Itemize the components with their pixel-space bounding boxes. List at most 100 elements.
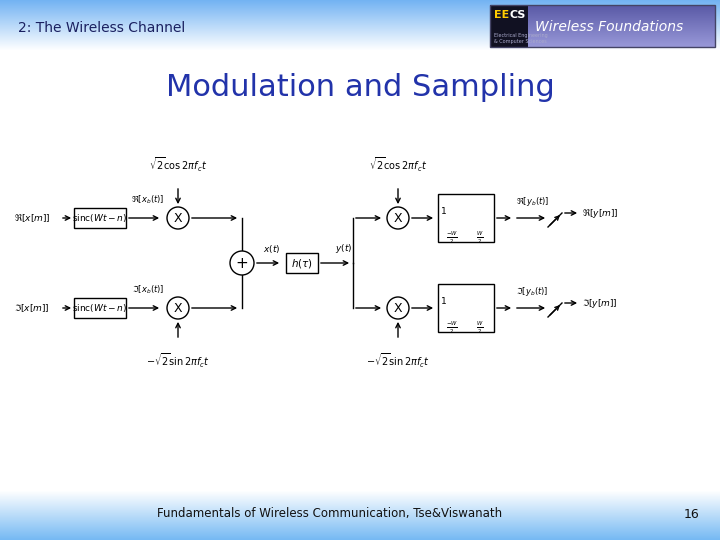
Bar [0, 2, 720, 3]
Bar [0, 20, 720, 21]
Bar [528, 8, 715, 9]
Bar [0, 17, 720, 18]
Text: sinc$(Wt-n)$: sinc$(Wt-n)$ [73, 302, 127, 314]
Bar [0, 40, 720, 41]
Bar [528, 12, 715, 13]
Text: $h(\tau)$: $h(\tau)$ [291, 256, 313, 269]
Bar [0, 539, 720, 540]
Circle shape [167, 207, 189, 229]
Bar [0, 504, 720, 505]
Bar [528, 26, 715, 27]
Bar [0, 4, 720, 5]
Bar [0, 506, 720, 507]
Bar [528, 44, 715, 45]
Bar [0, 491, 720, 492]
Bar [0, 7, 720, 8]
Bar [74, 298, 126, 318]
Bar [528, 29, 715, 30]
Bar [0, 14, 720, 15]
Text: $\frac{-W}{2}$: $\frac{-W}{2}$ [446, 230, 458, 246]
Text: $-\sqrt{2}\sin 2\pi f_c t$: $-\sqrt{2}\sin 2\pi f_c t$ [366, 352, 430, 370]
Bar [0, 26, 720, 27]
Bar [0, 514, 720, 515]
Bar [0, 16, 720, 17]
Text: EE: EE [494, 10, 509, 20]
Bar [0, 41, 720, 42]
Bar [0, 25, 720, 26]
Bar [528, 15, 715, 16]
Circle shape [167, 297, 189, 319]
Bar [0, 531, 720, 532]
Bar [286, 253, 318, 273]
Bar [0, 534, 720, 535]
Text: $\Re[x_b(t)]$: $\Re[x_b(t)]$ [131, 193, 165, 206]
Bar [0, 43, 720, 44]
Text: $\sqrt{2}\cos 2\pi f_c t$: $\sqrt{2}\cos 2\pi f_c t$ [369, 156, 427, 174]
Circle shape [387, 207, 409, 229]
Bar [528, 11, 715, 12]
Text: $\Re[y[m]]$: $\Re[y[m]]$ [582, 206, 618, 219]
Bar [0, 33, 720, 34]
Bar [0, 8, 720, 9]
Bar [0, 525, 720, 526]
Bar [528, 43, 715, 44]
Bar [0, 523, 720, 524]
Bar [0, 27, 720, 28]
Text: $\Re[x[m]]$: $\Re[x[m]]$ [14, 212, 50, 224]
Bar [0, 502, 720, 503]
Bar [528, 16, 715, 17]
Bar [0, 498, 720, 499]
Bar [0, 499, 720, 500]
Bar [0, 496, 720, 497]
Bar [0, 49, 720, 50]
Bar [0, 527, 720, 528]
Bar [0, 495, 720, 496]
Bar [0, 42, 720, 43]
Bar [0, 46, 720, 47]
Text: Fundamentals of Wireless Communication, Tse&Viswanath: Fundamentals of Wireless Communication, … [158, 508, 503, 521]
Bar [0, 21, 720, 22]
Bar [528, 5, 715, 6]
Bar [0, 519, 720, 520]
Bar [0, 521, 720, 522]
Bar [490, 5, 715, 47]
Bar [0, 44, 720, 45]
Bar [0, 9, 720, 10]
Bar [0, 45, 720, 46]
Text: $\Im[x[m]]$: $\Im[x[m]]$ [14, 302, 50, 314]
Bar [0, 12, 720, 13]
Bar [0, 30, 720, 31]
Bar [0, 22, 720, 23]
Bar [438, 284, 494, 332]
Bar [528, 36, 715, 37]
Text: 2: The Wireless Channel: 2: The Wireless Channel [18, 21, 185, 35]
Bar [0, 507, 720, 508]
Bar [528, 46, 715, 47]
Bar [0, 510, 720, 511]
Bar [0, 37, 720, 38]
Bar [528, 31, 715, 32]
Bar [528, 39, 715, 40]
Text: 1: 1 [441, 296, 447, 306]
Bar [528, 7, 715, 8]
Bar [0, 533, 720, 534]
Bar [0, 501, 720, 502]
Bar [528, 9, 715, 10]
Bar [528, 35, 715, 36]
Bar [0, 492, 720, 493]
Bar [0, 34, 720, 35]
Bar [0, 515, 720, 516]
Bar [528, 17, 715, 18]
Bar [0, 36, 720, 37]
Bar [528, 45, 715, 46]
Bar [0, 35, 720, 36]
Bar [528, 18, 715, 19]
Bar [0, 512, 720, 513]
Text: $\frac{-W}{2}$: $\frac{-W}{2}$ [446, 320, 458, 336]
Text: 16: 16 [684, 508, 700, 521]
Text: $\Im[x_b(t)]$: $\Im[x_b(t)]$ [132, 284, 164, 296]
Bar [0, 530, 720, 531]
Bar [0, 538, 720, 539]
Bar [528, 6, 715, 7]
Text: X: X [174, 212, 182, 225]
